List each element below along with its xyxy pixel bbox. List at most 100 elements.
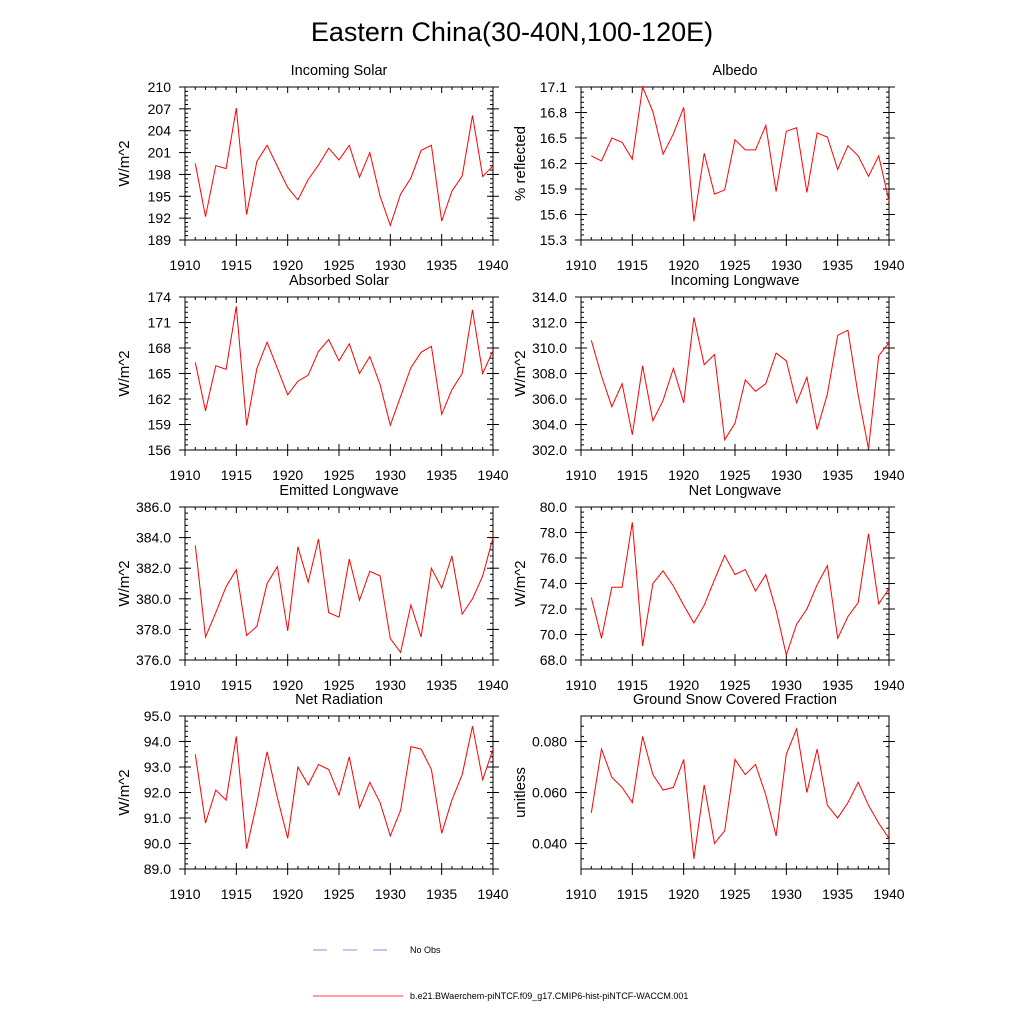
y-tick-label: 308.0	[532, 366, 567, 382]
y-tick-label: 16.2	[540, 156, 567, 172]
legend: No Obs b.e21.BWaerchem-piNTCF.f09_g17.CM…	[313, 945, 688, 1001]
panel-6: Net Longwave W/m^2 1910 1915 1920 1925 1930 193…	[512, 483, 905, 693]
y-tick-label: 304.0	[532, 417, 567, 433]
x-tick-label: 1935	[426, 257, 457, 273]
y-axis-label: W/m^2	[512, 560, 529, 606]
y-tick-label: 0.080	[532, 734, 567, 750]
x-tick-label: 1925	[719, 677, 750, 693]
y-tick-label: 192	[148, 210, 172, 226]
x-tick-label: 1940	[477, 467, 508, 483]
x-tick-label: 1940	[873, 886, 904, 902]
y-tick-label: 90.0	[144, 836, 171, 852]
y-tick-label: 74.0	[540, 576, 567, 592]
x-tick-label: 1920	[272, 467, 303, 483]
series-line	[591, 85, 890, 222]
series-line	[194, 537, 494, 654]
x-tick-label: 1915	[221, 886, 252, 902]
y-tick-label: 204	[148, 123, 172, 139]
y-axis-label: W/m^2	[116, 769, 133, 815]
y-tick-label: 198	[148, 166, 172, 182]
y-tick-label: 189	[148, 232, 172, 248]
y-tick-label: 162	[148, 391, 172, 407]
y-tick-label: 93.0	[144, 759, 171, 775]
x-tick-label: 1915	[221, 677, 252, 693]
y-tick-label: 94.0	[144, 734, 171, 750]
y-tick-label: 15.6	[540, 207, 567, 223]
panel-3: Absorbed Solar W/m^2 1910 1915 1920 1925 1930 1…	[116, 273, 509, 483]
y-axis-label: W/m^2	[116, 560, 133, 606]
x-tick-label: 1925	[323, 467, 354, 483]
y-axis-label: W/m^2	[116, 350, 133, 396]
series-line	[590, 522, 890, 657]
y-tick-label: 207	[148, 101, 172, 117]
x-tick-label: 1925	[719, 467, 750, 483]
y-tick-label: 201	[148, 145, 172, 161]
x-tick-label: 1940	[477, 677, 508, 693]
y-tick-label: 72.0	[540, 601, 567, 617]
y-tick-label: 78.0	[540, 525, 567, 541]
x-tick-label: 1930	[375, 677, 406, 693]
x-tick-label: 1925	[323, 886, 354, 902]
x-tick-label: 1915	[617, 467, 648, 483]
x-tick-label: 1915	[617, 677, 648, 693]
y-tick-label: 386.0	[136, 499, 171, 515]
x-tick-label: 1920	[272, 257, 303, 273]
y-tick-label: 89.0	[144, 861, 171, 877]
x-tick-label: 1940	[477, 257, 508, 273]
y-tick-label: 156	[148, 442, 172, 458]
series-line	[590, 317, 890, 449]
x-tick-label: 1910	[169, 257, 200, 273]
x-tick-label: 1920	[668, 886, 699, 902]
y-axis-label: % reflected	[512, 126, 529, 201]
x-tick-label: 1925	[323, 677, 354, 693]
panel-title: Ground Snow Covered Fraction	[633, 692, 837, 708]
series-line	[194, 726, 494, 849]
y-tick-label: 382.0	[136, 560, 171, 576]
y-axis-label: W/m^2	[512, 350, 529, 396]
x-tick-label: 1915	[617, 257, 648, 273]
y-tick-label: 16.8	[540, 105, 567, 121]
panel-5: Emitted Longwave W/m^2 1910 1915 1920 1925 193…	[116, 483, 509, 693]
plot-frame	[580, 86, 890, 241]
x-tick-label: 1910	[565, 257, 596, 273]
x-tick-label: 1920	[668, 257, 699, 273]
series-line	[194, 108, 494, 227]
y-tick-label: 171	[148, 315, 172, 331]
x-tick-label: 1930	[771, 886, 802, 902]
x-tick-label: 1930	[375, 467, 406, 483]
plot-frame	[184, 715, 494, 870]
y-tick-label: 70.0	[540, 627, 567, 643]
x-tick-label: 1920	[272, 886, 303, 902]
y-tick-label: 174	[148, 289, 172, 305]
panel-2: Albedo % reflected 1910 1915 1920 1925 1930 193…	[512, 63, 905, 273]
plot-frame	[184, 296, 494, 451]
y-tick-label: 314.0	[532, 289, 567, 305]
y-tick-label: 165	[148, 366, 172, 382]
plot-frame	[184, 506, 494, 661]
x-tick-label: 1930	[375, 886, 406, 902]
y-tick-label: 210	[148, 79, 172, 95]
series-line	[590, 726, 890, 859]
x-tick-label: 1920	[272, 677, 303, 693]
plot-frame	[580, 715, 890, 870]
x-tick-label: 1910	[169, 886, 200, 902]
y-tick-label: 76.0	[540, 550, 567, 566]
plot-frame	[580, 296, 890, 451]
panel-1: Incoming Solar W/m^2 1910 1915 1920 1925 1930 1…	[116, 63, 509, 273]
plot-frame	[184, 86, 494, 241]
y-axis-label: W/m^2	[116, 140, 133, 186]
y-tick-label: 302.0	[532, 442, 567, 458]
x-tick-label: 1940	[873, 677, 904, 693]
panel-title: Net Longwave	[689, 483, 782, 499]
x-tick-label: 1930	[771, 257, 802, 273]
y-tick-label: 376.0	[136, 652, 171, 668]
panel-7: Net Radiation W/m^2 1910 1915 1920 1925 1930 19…	[116, 692, 509, 902]
x-tick-label: 1935	[822, 886, 853, 902]
y-tick-label: 378.0	[136, 621, 171, 637]
y-tick-label: 380.0	[136, 591, 171, 607]
x-tick-label: 1935	[822, 677, 853, 693]
y-tick-label: 80.0	[540, 499, 567, 515]
x-tick-label: 1910	[565, 467, 596, 483]
y-tick-label: 17.1	[540, 79, 567, 95]
